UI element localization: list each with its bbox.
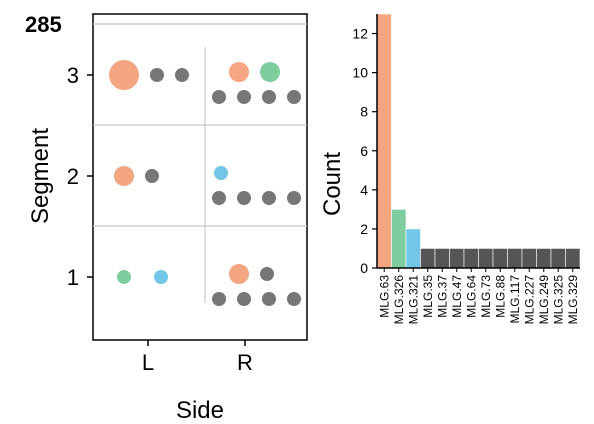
bar — [463, 248, 479, 269]
bar — [434, 248, 450, 269]
dot-point — [229, 264, 249, 284]
bar-x-tick-label: MLG.63 — [377, 275, 391, 318]
bar-y-tick-label: 4 — [360, 182, 368, 198]
bar-y-tick-label: 2 — [360, 221, 368, 237]
dot-point — [109, 60, 139, 90]
dot-point — [262, 191, 276, 205]
dot-point — [237, 90, 251, 104]
dot-point — [212, 292, 226, 306]
bar-x-tick-label: MLG.227 — [522, 275, 536, 325]
bar — [478, 248, 494, 269]
bar-x-tick-label: MLG.329 — [566, 275, 580, 325]
dot-point — [262, 292, 276, 306]
dot-point — [237, 191, 251, 205]
bar — [449, 248, 465, 269]
y-tick-label: 1 — [67, 265, 79, 290]
bar — [492, 248, 508, 269]
bar-chart-x-axis: MLG.63 MLG.326 MLG.321 MLG.35 MLG.37 MLG.47 ML… — [377, 268, 580, 324]
bar-x-tick-label: MLG.64 — [464, 275, 478, 318]
dot-point — [114, 166, 134, 186]
bar — [507, 248, 523, 269]
bar-x-tick-label: MLG.37 — [435, 275, 449, 318]
bar — [405, 228, 421, 269]
dot-point — [260, 267, 274, 281]
bar-x-tick-label: MLG.321 — [406, 275, 420, 325]
bar — [376, 13, 392, 269]
dot-point — [150, 68, 164, 82]
dot-point — [287, 292, 301, 306]
bar-x-tick-label: MLG.35 — [421, 275, 435, 318]
bar — [521, 248, 537, 269]
dot-plot-grid — [93, 23, 307, 303]
bar — [420, 248, 436, 269]
bar-x-tick-label: MLG.249 — [537, 275, 551, 325]
y-tick-label: 3 — [67, 63, 79, 88]
dot-plot-points — [109, 60, 301, 306]
dot-plot-frame — [92, 13, 308, 341]
x-tick-label: L — [142, 350, 154, 375]
dot-plot-y-axis-title: Segment — [27, 128, 54, 224]
bar-y-tick-label: 6 — [360, 143, 368, 159]
x-tick-label: R — [237, 350, 253, 375]
bar-y-tick-label: 8 — [360, 104, 368, 120]
dot-point — [117, 270, 131, 284]
dot-point — [214, 166, 228, 180]
bar — [391, 209, 407, 269]
dot-point — [260, 62, 280, 82]
dot-point — [145, 169, 159, 183]
dot-point — [229, 62, 249, 82]
bar-chart-y-axis: 0 2 4 6 8 10 12 — [352, 26, 377, 276]
bar-x-tick-label: MLG.73 — [479, 275, 493, 318]
y-tick-label: 2 — [67, 164, 79, 189]
dot-point — [212, 191, 226, 205]
dot-point — [287, 191, 301, 205]
bar — [550, 248, 566, 269]
bar-x-tick-label: MLG.325 — [551, 275, 565, 325]
dot-plot-y-axis: 1 2 3 — [67, 63, 93, 290]
bar-y-tick-label: 10 — [352, 65, 368, 81]
bar-y-tick-label: 12 — [352, 26, 368, 42]
bar-x-tick-label: MLG.88 — [493, 275, 507, 318]
dot-plot-x-axis-title: Side — [176, 397, 224, 424]
bar — [565, 248, 581, 269]
dot-point — [287, 90, 301, 104]
bar-x-tick-label: MLG.326 — [392, 275, 406, 325]
dot-point — [262, 90, 276, 104]
bar-x-tick-label: MLG.47 — [450, 275, 464, 318]
bar-chart-y-axis-title: Count — [319, 152, 346, 216]
dot-point — [212, 90, 226, 104]
bar-y-tick-label: 0 — [360, 260, 368, 276]
bar-x-tick-label: MLG.117 — [508, 275, 522, 324]
dot-point — [154, 270, 168, 284]
dot-point — [237, 292, 251, 306]
panel-label: 285 — [25, 12, 62, 37]
bar-chart-bars — [376, 13, 581, 269]
dot-point — [175, 68, 189, 82]
bar — [536, 248, 552, 269]
